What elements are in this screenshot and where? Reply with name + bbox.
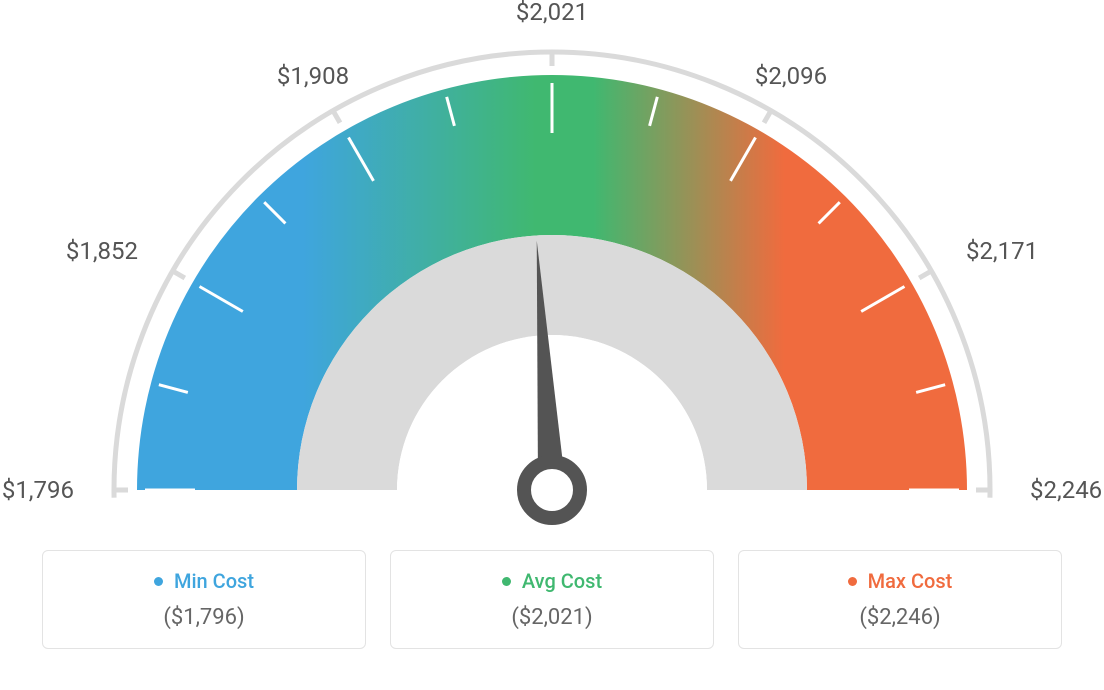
- min-cost-label: Min Cost: [174, 569, 254, 593]
- min-cost-value: ($1,796): [53, 605, 355, 630]
- gauge-chart: $1,796 $1,852 $1,908 $2,021 $2,096 $2,171 $2,2…: [0, 0, 1104, 540]
- min-cost-card: Min Cost ($1,796): [42, 550, 366, 649]
- gauge-hub: [524, 462, 580, 518]
- gauge-svg: $1,796 $1,852 $1,908 $2,021 $2,096 $2,171 $2,2…: [0, 0, 1104, 540]
- max-cost-card: Max Cost ($2,246): [738, 550, 1062, 649]
- avg-cost-card: Avg Cost ($2,021): [390, 550, 714, 649]
- max-cost-value: ($2,246): [749, 605, 1051, 630]
- gauge-tick-label: $1,852: [66, 237, 138, 265]
- gauge-tick-label: $2,096: [755, 62, 827, 90]
- max-cost-label: Max Cost: [868, 569, 953, 593]
- gauge-tick-label: $1,908: [277, 62, 349, 90]
- min-cost-title: Min Cost: [53, 569, 355, 593]
- cost-cards-row: Min Cost ($1,796) Avg Cost ($2,021) Max …: [0, 550, 1104, 649]
- min-dot: [154, 577, 163, 586]
- gauge-tick-label: $2,246: [1030, 476, 1102, 504]
- cost-gauge-widget: $1,796 $1,852 $1,908 $2,021 $2,096 $2,171 $2,2…: [0, 0, 1104, 690]
- avg-dot: [502, 577, 511, 586]
- max-cost-title: Max Cost: [749, 569, 1051, 593]
- avg-cost-value: ($2,021): [401, 605, 703, 630]
- avg-cost-title: Avg Cost: [401, 569, 703, 593]
- gauge-tick-label: $2,171: [966, 237, 1038, 265]
- max-dot: [848, 577, 857, 586]
- avg-cost-label: Avg Cost: [522, 569, 602, 593]
- gauge-tick-label: $2,021: [516, 0, 588, 26]
- gauge-tick-label: $1,796: [2, 476, 74, 504]
